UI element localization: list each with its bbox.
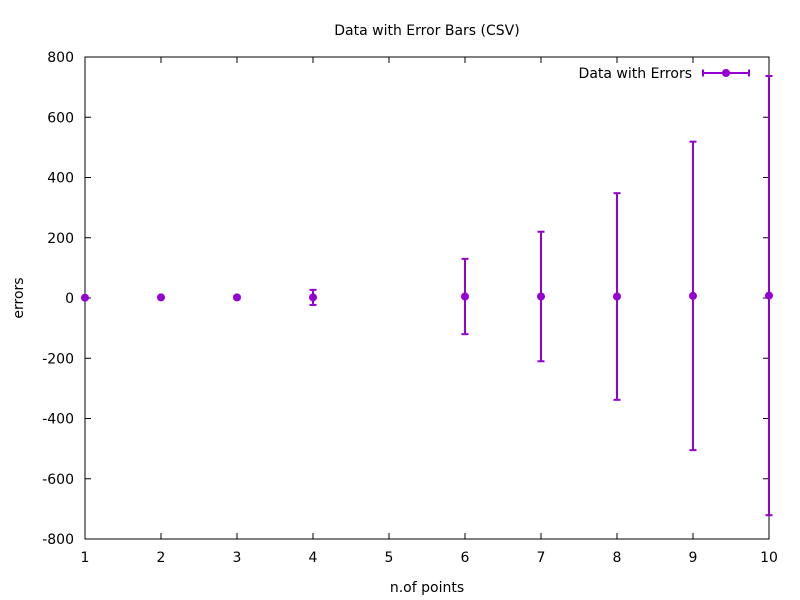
x-tick-label: 9 (689, 550, 698, 566)
x-tick-label: 4 (309, 550, 318, 566)
x-tick-label: 5 (385, 550, 394, 566)
x-tick-label: 2 (157, 550, 166, 566)
x-tick-label: 6 (461, 550, 470, 566)
data-point (689, 291, 697, 300)
data-point (81, 293, 89, 302)
data-point (233, 293, 241, 302)
y-tick-label: -800 (42, 532, 74, 548)
data-point (537, 292, 545, 301)
y-tick-label: 600 (47, 110, 74, 126)
y-tick-label: -400 (42, 412, 74, 428)
y-tick-label: -600 (42, 472, 74, 488)
legend: Data with Errors (579, 66, 750, 82)
data-point (309, 293, 317, 302)
x-tick-label: 10 (760, 550, 778, 566)
data-point (157, 293, 165, 302)
y-axis-label: errors (11, 277, 27, 318)
y-tick-label: 400 (47, 171, 74, 187)
x-tick-label: 8 (613, 550, 622, 566)
axes: 1 2 3 4 5 6 7 8 9 10 -800 -600 -400 -200 0 200 400 600 800 (42, 50, 778, 566)
x-tick-label: 3 (233, 550, 242, 566)
y-tick-label: 0 (65, 291, 74, 307)
data-point (765, 291, 773, 300)
y-tick-label: 800 (47, 50, 74, 66)
x-tick-label: 7 (537, 550, 546, 566)
plot-area (81, 74, 773, 517)
y-tick-label: 200 (47, 231, 74, 247)
x-axis-label: n.of points (390, 580, 464, 596)
chart-title: Data with Error Bars (CSV) (334, 23, 519, 39)
legend-label: Data with Errors (579, 66, 692, 82)
x-tick-label: 1 (81, 550, 90, 566)
y-tick-label: -200 (42, 351, 74, 367)
data-point (461, 292, 469, 301)
legend-marker (722, 69, 730, 77)
data-point (613, 292, 621, 301)
